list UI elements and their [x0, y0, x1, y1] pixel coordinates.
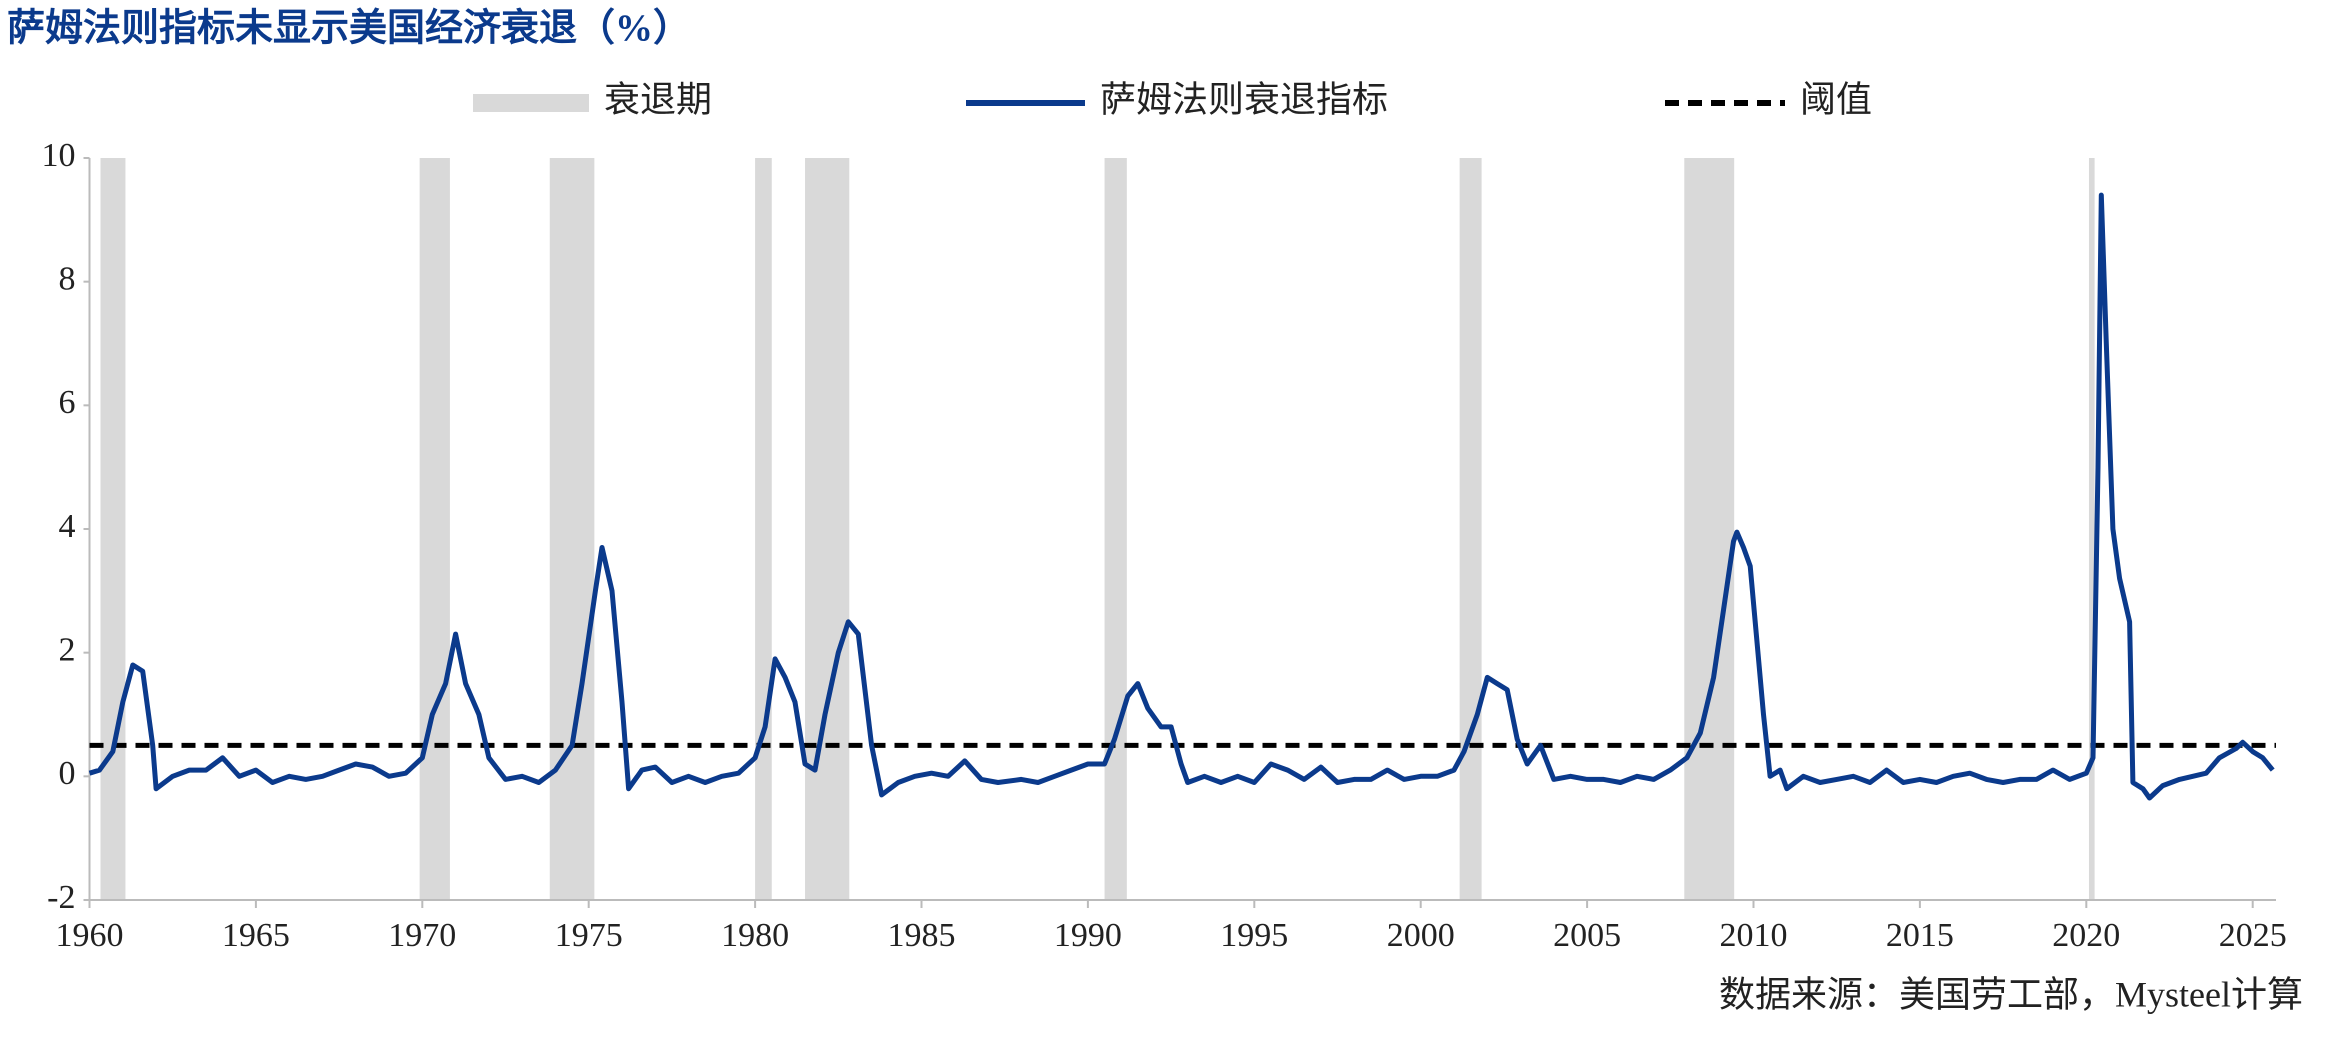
x-tick-label: 1965 — [222, 917, 290, 954]
legend-label: 衰退期 — [604, 79, 712, 119]
y-tick-label: 6 — [59, 384, 76, 421]
recession-band — [1459, 158, 1482, 900]
recession-band — [1684, 158, 1735, 900]
x-tick-label: 1995 — [1220, 917, 1288, 954]
legend-swatch-recession — [473, 94, 589, 112]
x-tick-label: 2010 — [1720, 917, 1788, 954]
x-tick-label: 1990 — [1054, 917, 1122, 954]
legend-label: 阈值 — [1800, 79, 1872, 119]
y-tick-label: 8 — [59, 260, 76, 297]
x-tick-label: 1975 — [555, 917, 623, 954]
indicator-line — [88, 192, 2275, 801]
y-tick-label: 10 — [42, 137, 76, 174]
recession-band — [549, 158, 595, 900]
recession-band — [2088, 158, 2095, 900]
x-tick-label: 1960 — [56, 917, 124, 954]
source-note: 数据来源：美国劳工部，Mysteel计算 — [1719, 974, 2303, 1014]
recession-band — [100, 158, 126, 900]
x-tick-label: 1970 — [388, 917, 456, 954]
chart-title: 萨姆法则指标未显示美国经济衰退（%） — [7, 8, 691, 50]
y-tick-label: 2 — [59, 631, 76, 668]
recession-band — [755, 158, 772, 900]
y-tick-label: -2 — [47, 879, 75, 916]
x-tick-label: 2015 — [1886, 917, 1954, 954]
recession-band — [419, 158, 450, 900]
x-tick-label: 1980 — [721, 917, 789, 954]
legend-label: 萨姆法则衰退指标 — [1100, 79, 1388, 119]
y-tick-label: 4 — [59, 508, 76, 545]
x-tick-label: 2020 — [2052, 917, 2120, 954]
y-tick-label: 0 — [59, 755, 76, 792]
x-tick-label: 2025 — [2219, 917, 2287, 954]
x-tick-label: 1985 — [888, 917, 956, 954]
x-tick-label: 2000 — [1387, 917, 1455, 954]
x-tick-label: 2005 — [1553, 917, 1621, 954]
recession-band — [1104, 158, 1127, 900]
recession-band — [805, 158, 850, 900]
